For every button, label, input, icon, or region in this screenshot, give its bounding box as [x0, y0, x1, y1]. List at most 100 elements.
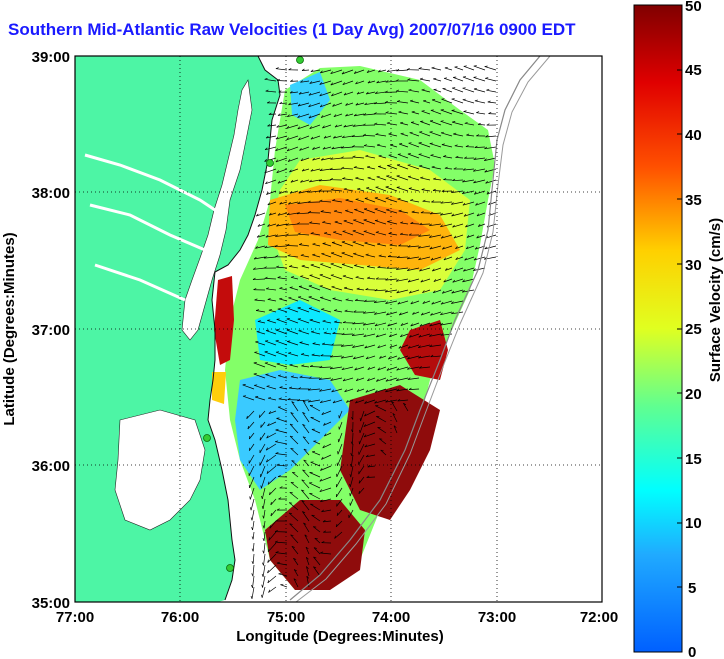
velocity-arrowhead [430, 354, 434, 358]
velocity-arrow [412, 311, 420, 315]
velocity-arrowhead [433, 279, 437, 282]
velocity-arrow [263, 542, 266, 554]
velocity-arrowhead [308, 307, 313, 309]
velocity-arrow [408, 89, 420, 93]
velocity-arrowhead [290, 276, 294, 278]
velocity-arrowhead [290, 79, 294, 82]
velocity-arrowhead [354, 298, 358, 301]
velocity-arrowhead [268, 589, 271, 593]
velocity-arrowhead [431, 165, 435, 168]
velocity-arrowhead [408, 187, 412, 189]
velocity-arrowhead [431, 301, 434, 305]
velocity-arrow [264, 78, 277, 82]
velocity-arrow [363, 432, 376, 438]
velocity-arrow [290, 412, 299, 423]
velocity-arrow [352, 344, 365, 348]
velocity-arrowhead [353, 356, 356, 360]
velocity-arrow [375, 405, 387, 412]
velocity-arrow [407, 245, 420, 248]
velocity-arrowhead [473, 268, 476, 271]
velocity-arrow [330, 366, 343, 370]
velocity-arrow [298, 286, 310, 291]
velocity-arrowhead [261, 505, 264, 510]
velocity-arrow [387, 322, 398, 327]
velocity-arrowhead [410, 199, 414, 201]
velocity-arrow [353, 167, 365, 170]
velocity-arrow [396, 187, 409, 192]
velocity-arrowhead [407, 279, 411, 283]
velocity-arrowhead [420, 279, 424, 283]
velocity-arrow [277, 179, 288, 184]
velocity-arrowhead [365, 154, 369, 157]
velocity-arrowhead [452, 279, 456, 283]
velocity-arrowhead [275, 519, 279, 522]
velocity-arrow [259, 443, 266, 454]
velocity-arrowhead [287, 307, 291, 309]
velocity-arrowhead [267, 423, 270, 427]
velocity-arrow [375, 231, 387, 236]
velocity-arrow [252, 553, 255, 564]
velocity-arrowhead [451, 301, 454, 304]
velocity-arrow [321, 308, 332, 313]
velocity-arrow [421, 89, 431, 93]
velocity-arrowhead [302, 436, 306, 439]
velocity-arrow [275, 552, 288, 555]
velocity-arrow [452, 121, 464, 126]
velocity-arrowhead [464, 257, 467, 261]
velocity-arrow [268, 586, 277, 593]
velocity-arrow [378, 255, 387, 258]
velocity-arrow [278, 398, 288, 401]
velocity-arrowhead [429, 323, 432, 327]
velocity-arrow [464, 122, 475, 126]
velocity-arrowhead [429, 211, 433, 215]
velocity-arrow [275, 157, 288, 163]
velocity-arrowhead [319, 104, 323, 108]
velocity-arrowhead [452, 178, 456, 181]
velocity-arrowhead [374, 208, 378, 210]
velocity-arrowhead [320, 115, 324, 118]
velocity-arrowhead [299, 375, 303, 378]
velocity-arrowhead [484, 65, 488, 67]
velocity-arrowhead [342, 135, 345, 138]
velocity-arrow [301, 69, 310, 71]
velocity-arrow [267, 201, 277, 206]
velocity-arrowhead [313, 526, 317, 528]
shelf-contour-2 [295, 56, 551, 602]
velocity-arrowhead [349, 474, 352, 478]
velocity-arrowhead [320, 263, 324, 265]
velocity-arrow [355, 300, 365, 302]
velocity-arrowhead [261, 584, 263, 588]
velocity-arrow [299, 376, 310, 379]
velocity-arrowhead [452, 121, 456, 123]
velocity-arrow [397, 399, 409, 402]
velocity-arrow [256, 331, 266, 335]
velocity-arrow [375, 186, 387, 192]
velocity-arrow [319, 285, 332, 291]
velocity-arrow [386, 122, 398, 126]
velocity-arrow [357, 188, 365, 192]
velocity-arrow [279, 102, 288, 105]
velocity-arrow [375, 91, 387, 94]
velocity-arrowhead [261, 594, 263, 598]
velocity-arrowhead [484, 158, 487, 161]
velocity-arrowhead [473, 65, 477, 67]
velocity-arrow [352, 432, 354, 445]
velocity-arrowhead [308, 92, 312, 96]
velocity-arrowhead [294, 569, 297, 572]
velocity-arrowhead [322, 519, 326, 523]
velocity-arrowhead [454, 144, 458, 147]
velocity-arrow [462, 201, 475, 206]
velocity-arrowhead [289, 492, 293, 494]
river-water-3 [94, 263, 186, 302]
velocity-arrow [396, 366, 409, 371]
velocity-arrowhead [312, 243, 316, 245]
velocity-arrow [387, 165, 398, 170]
velocity-arrow [336, 509, 343, 516]
velocity-arrowhead [255, 309, 260, 311]
velocity-arrow [278, 375, 288, 379]
velocity-arrowhead [321, 412, 324, 415]
velocity-arrow [420, 177, 431, 181]
velocity-arrow [453, 234, 464, 239]
y-tick: 39:00 [32, 49, 70, 66]
velocity-arrow [335, 520, 343, 528]
